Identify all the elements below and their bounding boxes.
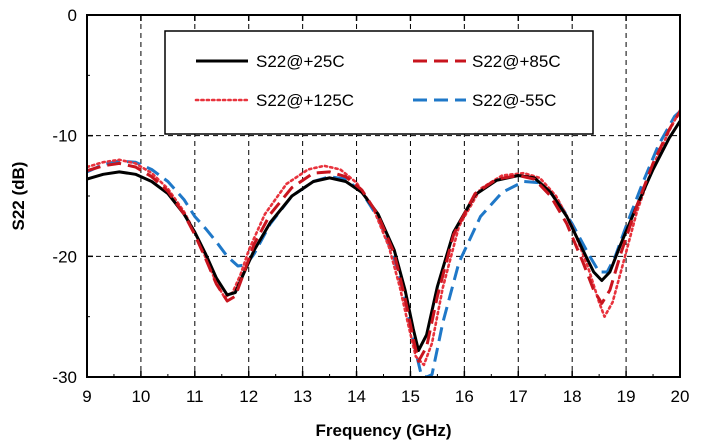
y-axis-title: S22 (dB) xyxy=(9,162,28,231)
y-tick-label-0: 0 xyxy=(68,6,77,25)
y-tick-label--30: -30 xyxy=(52,368,77,387)
y-tick-label--10: -10 xyxy=(52,127,77,146)
x-tick-label-15: 15 xyxy=(401,387,420,406)
x-tick-label-9: 9 xyxy=(82,387,91,406)
legend-label-s22-25c: S22@+25C xyxy=(256,52,345,71)
x-axis-title: Frequency (GHz) xyxy=(315,421,451,440)
tick-labels: 9 10 11 12 13 14 15 16 17 18 19 20 0 -10 -20 -30 xyxy=(52,6,689,406)
x-tick-label-13: 13 xyxy=(293,387,312,406)
x-tick-label-17: 17 xyxy=(509,387,528,406)
x-tick-label-20: 20 xyxy=(671,387,690,406)
x-tick-label-16: 16 xyxy=(455,387,474,406)
legend-box xyxy=(164,30,594,135)
series-layer xyxy=(87,109,680,377)
x-tick-label-19: 19 xyxy=(617,387,636,406)
series-line-2 xyxy=(87,109,680,367)
x-tick-label-12: 12 xyxy=(239,387,258,406)
x-tick-label-10: 10 xyxy=(131,387,150,406)
y-tick-label--20: -20 xyxy=(52,247,77,266)
legend: S22@+25C S22@+85C S22@+125C S22@-55C xyxy=(164,30,594,135)
grid xyxy=(87,15,680,377)
x-tick-label-18: 18 xyxy=(563,387,582,406)
series-line-3 xyxy=(87,110,680,377)
legend-label-s22-125c: S22@+125C xyxy=(256,91,354,110)
legend-label-s22-minus55c: S22@-55C xyxy=(472,91,556,110)
x-tick-label-11: 11 xyxy=(186,387,204,406)
tick-marks xyxy=(86,14,681,378)
x-tick-label-14: 14 xyxy=(347,387,366,406)
legend-label-s22-85c: S22@+85C xyxy=(472,52,561,71)
